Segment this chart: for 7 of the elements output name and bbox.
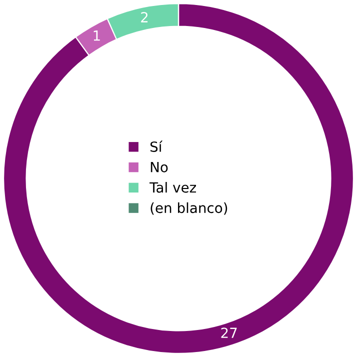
data-label: 27 bbox=[221, 328, 237, 338]
data-label: 2 bbox=[141, 12, 148, 22]
legend-label: Tal vez bbox=[150, 182, 196, 193]
data-label: 1 bbox=[94, 30, 100, 41]
legend-label: No bbox=[150, 162, 168, 172]
legend-label: Sí bbox=[150, 140, 163, 152]
legend-label: (en blanco) bbox=[150, 202, 228, 215]
